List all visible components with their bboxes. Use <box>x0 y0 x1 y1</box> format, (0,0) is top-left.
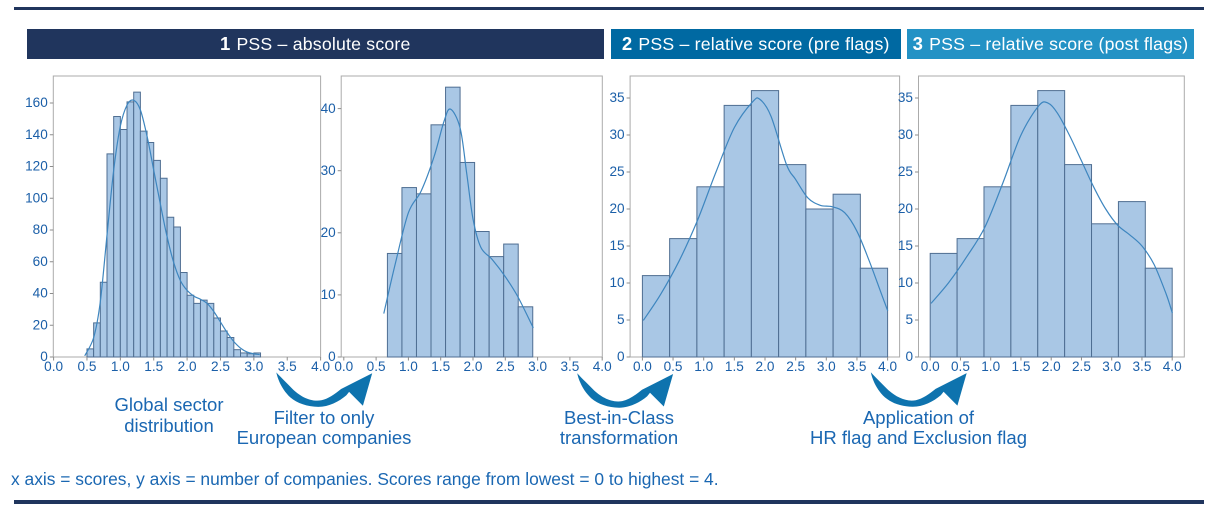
svg-text:30: 30 <box>321 163 337 178</box>
svg-text:40: 40 <box>321 101 337 116</box>
svg-text:15: 15 <box>609 238 624 253</box>
svg-text:1.0: 1.0 <box>694 359 713 374</box>
svg-text:0: 0 <box>328 349 336 364</box>
svg-text:1.5: 1.5 <box>144 359 163 374</box>
svg-text:2.5: 2.5 <box>786 359 805 374</box>
svg-text:3.5: 3.5 <box>1132 359 1151 374</box>
svg-text:0.5: 0.5 <box>78 359 97 374</box>
svg-text:2.5: 2.5 <box>1072 359 1091 374</box>
svg-text:1.0: 1.0 <box>399 359 418 374</box>
svg-text:35: 35 <box>898 90 913 105</box>
svg-text:3.5: 3.5 <box>560 359 579 374</box>
svg-text:2.5: 2.5 <box>211 359 230 374</box>
svg-text:0.5: 0.5 <box>664 359 683 374</box>
svg-text:1.0: 1.0 <box>111 359 130 374</box>
svg-text:30: 30 <box>609 127 625 142</box>
svg-text:1.5: 1.5 <box>1011 359 1030 374</box>
svg-text:25: 25 <box>898 164 913 179</box>
svg-text:1.0: 1.0 <box>981 359 1000 374</box>
svg-text:1.5: 1.5 <box>725 359 744 374</box>
svg-text:3.0: 3.0 <box>528 359 547 374</box>
svg-text:10: 10 <box>321 287 337 302</box>
svg-text:60: 60 <box>33 254 49 269</box>
svg-text:4.0: 4.0 <box>1163 359 1182 374</box>
svg-text:20: 20 <box>609 201 625 216</box>
svg-text:2.5: 2.5 <box>496 359 515 374</box>
svg-text:4.0: 4.0 <box>593 359 612 374</box>
svg-text:2.0: 2.0 <box>178 359 197 374</box>
svg-text:30: 30 <box>898 127 914 142</box>
svg-text:3.0: 3.0 <box>244 359 263 374</box>
svg-text:0.0: 0.0 <box>44 359 63 374</box>
svg-text:20: 20 <box>898 201 914 216</box>
svg-text:3.5: 3.5 <box>847 359 866 374</box>
svg-text:5: 5 <box>905 312 913 327</box>
svg-text:0.5: 0.5 <box>951 359 970 374</box>
svg-text:2.0: 2.0 <box>756 359 775 374</box>
svg-text:0.0: 0.0 <box>334 359 353 374</box>
svg-text:0.5: 0.5 <box>367 359 386 374</box>
svg-text:10: 10 <box>898 275 914 290</box>
svg-text:3.0: 3.0 <box>1102 359 1121 374</box>
svg-text:2.0: 2.0 <box>1042 359 1061 374</box>
svg-text:0.0: 0.0 <box>921 359 940 374</box>
svg-text:15: 15 <box>898 238 913 253</box>
svg-text:0.0: 0.0 <box>633 359 652 374</box>
svg-text:80: 80 <box>33 222 49 237</box>
svg-text:5: 5 <box>617 312 625 327</box>
svg-text:3.5: 3.5 <box>278 359 297 374</box>
svg-text:20: 20 <box>321 225 337 240</box>
svg-text:25: 25 <box>609 164 624 179</box>
svg-text:0: 0 <box>617 349 625 364</box>
svg-text:0: 0 <box>905 349 913 364</box>
svg-text:100: 100 <box>25 190 48 205</box>
svg-text:35: 35 <box>609 90 624 105</box>
svg-text:1.5: 1.5 <box>431 359 450 374</box>
svg-text:20: 20 <box>33 317 49 332</box>
svg-text:3.0: 3.0 <box>817 359 836 374</box>
svg-text:120: 120 <box>25 159 48 174</box>
svg-text:2.0: 2.0 <box>464 359 483 374</box>
svg-text:160: 160 <box>25 95 48 110</box>
svg-text:40: 40 <box>33 286 49 301</box>
svg-text:4.0: 4.0 <box>311 359 330 374</box>
svg-text:4.0: 4.0 <box>878 359 897 374</box>
svg-text:10: 10 <box>609 275 625 290</box>
svg-text:140: 140 <box>25 127 48 142</box>
svg-text:0: 0 <box>40 349 48 364</box>
